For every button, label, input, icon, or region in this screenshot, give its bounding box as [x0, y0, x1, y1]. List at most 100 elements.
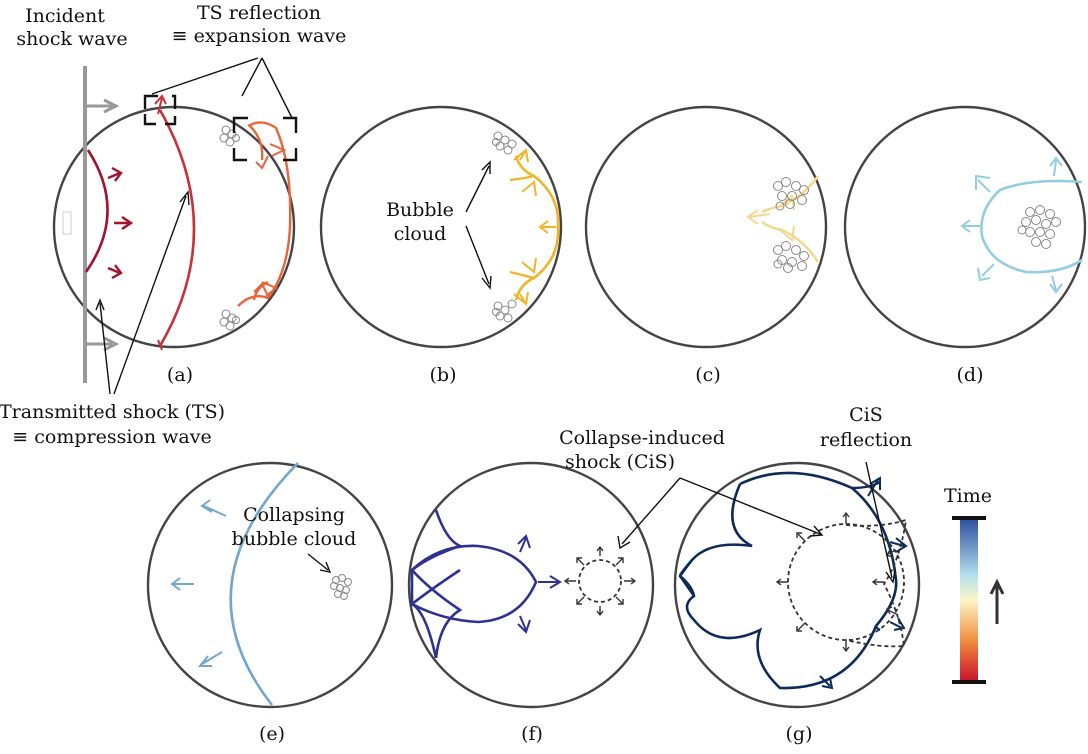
- bubbles-c-bottom: [773, 241, 809, 273]
- panel-c-circle: [584, 105, 828, 349]
- transmitted-callout-1: [95, 298, 111, 395]
- panel-e: Collapsing bubble cloud (e): [146, 461, 394, 745]
- cis-reflection-g: [845, 518, 908, 648]
- ts-arrow-1: [107, 166, 123, 182]
- time-colorbar: Time: [944, 485, 1005, 684]
- panel-b-arrow-4: [521, 257, 537, 274]
- ts-arrow-2: [114, 216, 134, 230]
- panel-label-c: (c): [695, 364, 720, 386]
- panel-g-arrow-3: [889, 617, 906, 631]
- incident-arrow-top: [85, 98, 120, 114]
- panel-c-shock: [761, 175, 820, 263]
- panel-e-arrow-3: [197, 651, 223, 667]
- panel-f-shock-main: [411, 544, 538, 624]
- ts-large-arrow-top: [154, 94, 167, 115]
- cis-callout-f: [617, 477, 681, 550]
- panel-label-d: (d): [957, 364, 984, 386]
- panel-g-notch: [679, 559, 695, 597]
- transmitted-label-1: Transmitted shock (TS): [0, 401, 225, 423]
- collapsing-label-1: Collapsing: [243, 504, 345, 526]
- panel-b-arrow-1: [513, 148, 529, 163]
- bubbles-b-bottom: [492, 299, 517, 323]
- panel-c-arrow-left: [746, 209, 771, 225]
- panel-b-shock: [514, 155, 560, 301]
- panel-d-arrow-5: [1049, 275, 1063, 294]
- panel-b: Bubble cloud (b): [319, 105, 563, 386]
- panel-d-circle: [843, 105, 1087, 349]
- bubble-label-1: Bubble: [386, 199, 454, 221]
- bubbles-a-bottom: [219, 309, 240, 331]
- marker-box-2: [232, 116, 298, 162]
- bubbles-b-top: [492, 131, 517, 155]
- panel-d: (d): [843, 105, 1087, 386]
- time-gradient: [960, 518, 978, 682]
- cis-refl-label-2: reflection: [820, 429, 912, 451]
- incident-arrow-bottom: [85, 336, 120, 352]
- panel-b-arrow-5: [513, 291, 529, 306]
- reflection-curve: [237, 121, 292, 307]
- ts-reflection-label-1: TS reflection: [197, 2, 321, 24]
- panel-b-arrow-3: [538, 220, 556, 234]
- panel-g-arrow-1: [867, 476, 881, 497]
- transmitted-callout-2: [113, 190, 190, 395]
- panel-d-arrow-4: [977, 263, 995, 282]
- panel-e-arrow-2: [170, 577, 194, 591]
- reflection-arrow-bottom-2: [261, 281, 278, 297]
- cis-circle-g: [787, 523, 905, 641]
- panel-g: CiS reflection (g): [673, 404, 921, 745]
- bubbles-d: [1017, 205, 1061, 249]
- panel-e-shock: [229, 462, 299, 706]
- ts-reflection-callouts: [151, 57, 293, 119]
- bubbles-a-top: [219, 125, 240, 147]
- small-rect: [62, 211, 72, 235]
- cis-circle-f: [578, 559, 622, 603]
- transmitted-shock-curve: [84, 149, 109, 273]
- reflection-arrow-top: [255, 155, 269, 170]
- reflection-arrow-bottom: [253, 282, 269, 297]
- reflection-branch-top: [249, 125, 264, 161]
- panel-b-arrow-2: [521, 180, 537, 197]
- bubble-callout-1: [465, 160, 491, 213]
- incident-label-2: shock wave: [16, 28, 127, 50]
- time-arrow-icon: [989, 578, 1005, 624]
- cis-label-1: Collapse-induced: [559, 427, 725, 449]
- panel-g-arrow-2: [889, 537, 908, 553]
- bubble-callout-2: [465, 225, 492, 290]
- panel-g-arrow-4: [819, 675, 834, 690]
- reflection-arrow-top-2: [269, 143, 287, 157]
- panel-a: Incident shock wave TS reflection ≡ expa…: [0, 2, 346, 448]
- panel-f-circle: [407, 461, 655, 709]
- marker-box-1: [143, 94, 177, 126]
- panel-d-arrow-2: [1049, 156, 1063, 177]
- panel-g-edges: [851, 480, 881, 632]
- cis-arrows-g: [775, 511, 897, 653]
- cis-reflection-callout: [865, 461, 896, 584]
- cis-callout-g: [679, 477, 824, 537]
- panel-label-a: (a): [167, 364, 193, 386]
- ts-reflection-label-2: ≡ expansion wave: [172, 25, 347, 47]
- time-label: Time: [944, 485, 992, 507]
- panel-f-arrow-1: [517, 534, 531, 553]
- panel-b-circle: [319, 105, 563, 349]
- bubble-label-2: cloud: [394, 223, 447, 245]
- panel-label-g: (g): [786, 723, 813, 745]
- panel-c: (c): [584, 105, 828, 386]
- cis-arrows-f: [563, 545, 637, 617]
- cis-refl-label-1: CiS: [849, 404, 883, 426]
- panel-f: Collapse-induced shock (CiS) (f): [407, 427, 725, 745]
- panel-d-arrow-1: [975, 174, 991, 193]
- panel-label-f: (f): [521, 723, 543, 745]
- collapsing-callout: [307, 553, 332, 573]
- panel-e-circle: [146, 461, 394, 709]
- bubbles-e: [330, 574, 352, 600]
- panel-c-arrow-top: [779, 194, 795, 211]
- collapsing-label-2: bubble cloud: [232, 528, 357, 550]
- ts-large-arrow-bottom: [157, 339, 163, 351]
- panel-d-shock: [980, 179, 1083, 274]
- panel-f-arrow-3: [517, 615, 531, 634]
- incident-label-1: Incident: [25, 5, 105, 27]
- panel-b-branches: [509, 174, 535, 280]
- bubbles-c-top: [773, 177, 809, 211]
- panel-f-arrow-2: [538, 575, 562, 589]
